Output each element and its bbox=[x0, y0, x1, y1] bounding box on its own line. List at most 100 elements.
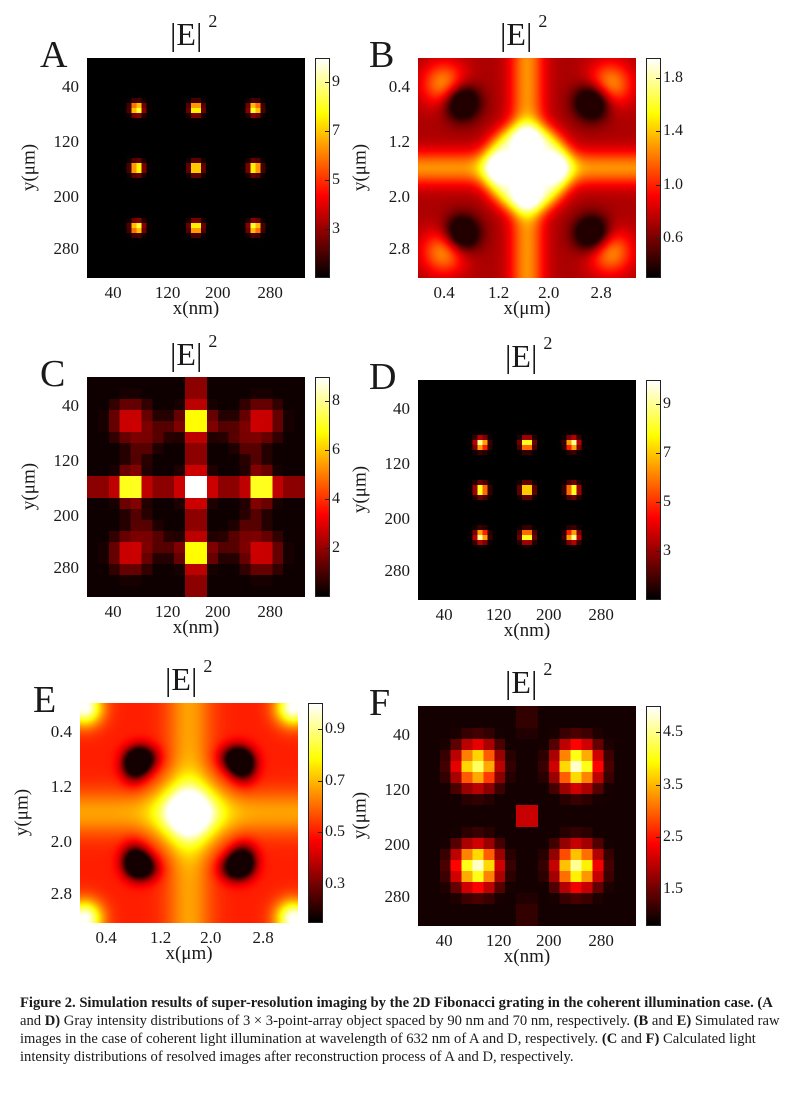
caption-run: and bbox=[617, 1031, 646, 1047]
colorbar-tick-mark bbox=[325, 548, 330, 550]
colorbar-tick-label: 8 bbox=[332, 392, 340, 410]
y-axis-label: y(μm) bbox=[349, 791, 371, 840]
x-tick-label: 1.2 bbox=[488, 283, 510, 302]
x-tick-label: 0.4 bbox=[95, 928, 117, 947]
panel-letter: F bbox=[369, 682, 391, 724]
plot-title: |E| 2 bbox=[170, 332, 217, 372]
heatmap-image bbox=[418, 380, 636, 600]
y-tick-label: 200 bbox=[53, 505, 80, 525]
x-tick-label: 2.0 bbox=[200, 928, 222, 947]
x-tick-label: 280 bbox=[257, 602, 283, 621]
title-superscript: 2 bbox=[543, 659, 553, 680]
colorbar-tick-label: 3.5 bbox=[663, 775, 683, 793]
title-text: |E| bbox=[505, 338, 538, 374]
caption-run: D) bbox=[44, 1013, 61, 1029]
x-axis-label: x(μm) bbox=[503, 298, 551, 319]
y-tick-label: 280 bbox=[384, 887, 411, 907]
x-tick-label: 40 bbox=[435, 605, 453, 624]
caption-title: Figure 2. Simulation results of super-re… bbox=[20, 995, 754, 1011]
heatmap-image bbox=[418, 706, 636, 926]
y-tick-label: 280 bbox=[53, 558, 80, 578]
colorbar-tick-mark bbox=[656, 551, 661, 553]
title-superscript: 2 bbox=[208, 11, 218, 32]
colorbar-tick-label: 0.9 bbox=[325, 719, 345, 737]
heatmap-image bbox=[418, 58, 636, 278]
caption-run: (A bbox=[753, 995, 773, 1011]
x-tick-label: 120 bbox=[485, 605, 512, 624]
y-tick-label: 40 bbox=[393, 724, 410, 744]
colorbar-tick-mark bbox=[318, 780, 323, 782]
colorbar-tick-mark bbox=[325, 131, 330, 133]
y-tick-label: 1.2 bbox=[388, 131, 410, 151]
panel-letter: C bbox=[40, 353, 66, 395]
panel-letter: A bbox=[40, 34, 68, 76]
colorbar-tick-mark bbox=[325, 450, 330, 452]
x-tick-label: 280 bbox=[257, 283, 283, 302]
plot-title: |E| 2 bbox=[505, 660, 552, 698]
figure-caption: Figure 2. Simulation results of super-re… bbox=[20, 994, 780, 1066]
colorbar-tick-mark bbox=[656, 184, 661, 186]
title-text: |E| bbox=[170, 336, 203, 372]
caption-run: (C bbox=[601, 1031, 618, 1047]
colorbar-tick-label: 4.5 bbox=[663, 723, 683, 741]
colorbar-tick-mark bbox=[656, 732, 661, 734]
title-superscript: 2 bbox=[208, 331, 218, 352]
caption-run: F) bbox=[645, 1031, 660, 1047]
x-tick-label: 200 bbox=[205, 283, 231, 302]
colorbar-tick-label: 0.7 bbox=[325, 771, 345, 789]
colorbar bbox=[308, 703, 323, 923]
colorbar-tick-mark bbox=[656, 453, 661, 455]
x-axis-label: x(nm) bbox=[503, 946, 551, 967]
y-tick-label: 200 bbox=[384, 508, 411, 528]
plot-title: |E| 2 bbox=[165, 657, 212, 697]
y-tick-label: 2.8 bbox=[50, 884, 72, 904]
colorbar-tick-label: 9 bbox=[663, 395, 671, 413]
y-tick-label: 0.4 bbox=[50, 721, 72, 741]
plot-title: |E| 2 bbox=[170, 12, 217, 50]
colorbar-tick-label: 1.8 bbox=[663, 69, 683, 86]
x-tick-label: 120 bbox=[154, 283, 181, 302]
y-axis-label: y(μm) bbox=[349, 143, 371, 192]
y-axis-label: y(μm) bbox=[11, 788, 33, 837]
y-tick-label: 120 bbox=[384, 779, 411, 799]
plot-title: |E| 2 bbox=[500, 12, 547, 50]
colorbar-tick-mark bbox=[656, 836, 661, 838]
y-axis-label: y(μm) bbox=[18, 462, 40, 511]
heatmap-image bbox=[87, 377, 305, 597]
panel-letter: E bbox=[33, 679, 57, 721]
caption-run: and bbox=[20, 1013, 45, 1029]
colorbar-tick-label: 1.5 bbox=[663, 880, 683, 898]
x-tick-label: 200 bbox=[536, 605, 562, 624]
colorbar-tick-mark bbox=[318, 884, 323, 886]
heatmap-image bbox=[80, 703, 298, 923]
title-superscript: 2 bbox=[203, 656, 213, 677]
caption-run: Gray intensity distributions of 3 × 3-po… bbox=[60, 1013, 634, 1029]
title-superscript: 2 bbox=[543, 333, 553, 354]
x-axis-label: x(nm) bbox=[503, 620, 551, 641]
colorbar bbox=[315, 377, 330, 597]
colorbar-tick-mark bbox=[656, 238, 661, 239]
title-text: |E| bbox=[165, 661, 198, 697]
y-tick-label: 2.0 bbox=[388, 186, 410, 206]
y-tick-label: 200 bbox=[53, 186, 80, 206]
caption-run: and bbox=[648, 1013, 677, 1029]
colorbar-tick-label: 1.0 bbox=[663, 175, 683, 193]
y-tick-label: 280 bbox=[384, 561, 411, 581]
colorbar-tick-label: 7 bbox=[332, 122, 340, 140]
caption-run: Calculated light intensity distributions… bbox=[20, 1031, 756, 1065]
x-tick-label: 200 bbox=[205, 602, 231, 621]
x-tick-label: 2.0 bbox=[538, 283, 560, 302]
x-axis-label: x(nm) bbox=[172, 298, 220, 319]
y-tick-label: 200 bbox=[384, 834, 411, 854]
colorbar-tick-label: 2.5 bbox=[663, 827, 683, 845]
y-axis-label: y(μm) bbox=[18, 143, 40, 192]
y-tick-label: 40 bbox=[393, 398, 410, 418]
colorbar-tick-mark bbox=[318, 728, 323, 730]
colorbar-tick-mark bbox=[656, 784, 661, 786]
x-tick-label: 2.8 bbox=[590, 283, 612, 302]
y-tick-label: 0.4 bbox=[388, 76, 410, 96]
x-axis-label: x(μm) bbox=[165, 943, 213, 964]
x-tick-label: 200 bbox=[536, 931, 562, 950]
colorbar-tick-mark bbox=[656, 889, 661, 891]
colorbar-tick-mark bbox=[656, 404, 661, 406]
